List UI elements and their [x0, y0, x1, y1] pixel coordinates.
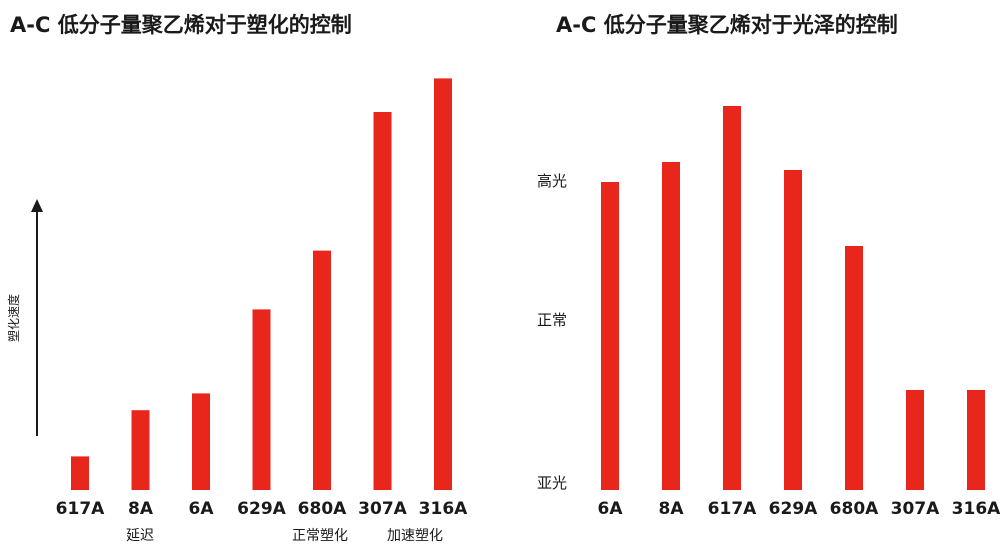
- annotation-delay: 延迟: [126, 528, 154, 544]
- tick-label-680A: 680A: [830, 499, 879, 519]
- bar-629A: [784, 170, 802, 490]
- bar-617A: [723, 106, 741, 490]
- annotation-accelerated-plasticization: 加速塑化: [387, 528, 443, 544]
- plasticization-bars: [71, 78, 452, 491]
- tick-label-316A: 316A: [952, 499, 1000, 519]
- bar-6A: [192, 393, 210, 490]
- gloss-bars: [601, 106, 985, 490]
- bar-8A: [662, 162, 680, 490]
- tick-label-307A: 307A: [358, 499, 407, 519]
- y-axis-arrow-head: [31, 199, 43, 212]
- gloss-chart-title: A-C 低分子量聚乙烯对于光泽的控制: [556, 13, 898, 37]
- bar-307A: [906, 390, 924, 490]
- bar-6A: [601, 182, 619, 490]
- tick-label-8A: 8A: [659, 499, 685, 519]
- plasticization-category-ticks: 617A 8A 6A 629A 680A 307A 316A: [56, 499, 468, 519]
- tick-label-316A: 316A: [419, 499, 468, 519]
- y-tick-normal-gloss: 正常: [537, 311, 567, 329]
- annotation-normal-plasticization: 正常塑化: [292, 528, 348, 544]
- gloss-category-ticks: 6A 8A 617A 629A 680A 307A 316A: [598, 499, 1000, 519]
- tick-label-6A: 6A: [189, 499, 215, 519]
- bar-629A: [252, 309, 271, 490]
- tick-label-680A: 680A: [298, 499, 347, 519]
- tick-label-6A: 6A: [598, 499, 624, 519]
- bar-8A: [131, 410, 150, 490]
- bar-617A: [71, 456, 89, 490]
- bar-680A: [845, 246, 863, 490]
- plasticization-chart-panel: A-C 低分子量聚乙烯对于塑化的控制 617A 8A 6A 629A 680A 307A 3…: [6, 13, 468, 544]
- tick-label-8A: 8A: [128, 499, 154, 519]
- bar-316A: [434, 78, 452, 491]
- gloss-chart-panel: A-C 低分子量聚乙烯对于光泽的控制 6A 8A 617A 629A 680A 307A 3…: [500, 0, 1000, 559]
- gloss-chart-plot: 6A 8A 617A 629A 680A 307A 316A 高光 正常 亚光: [537, 106, 1000, 519]
- bar-680A: [313, 250, 331, 490]
- plasticization-chart-title: A-C 低分子量聚乙烯对于塑化的控制: [10, 13, 352, 37]
- bar-307A: [373, 112, 392, 490]
- tick-label-629A: 629A: [769, 499, 818, 519]
- y-tick-matte: 亚光: [537, 474, 567, 492]
- y-axis-label: 塑化速度: [6, 294, 21, 342]
- y-tick-high-gloss: 高光: [537, 172, 567, 190]
- tick-label-617A: 617A: [56, 499, 105, 519]
- tick-label-629A: 629A: [237, 499, 286, 519]
- tick-label-617A: 617A: [708, 499, 757, 519]
- tick-label-307A: 307A: [891, 499, 940, 519]
- plasticization-chart-plot: 617A 8A 6A 629A 680A 307A 316A 塑化速度 延迟 正常塑化 加速…: [6, 78, 468, 544]
- bar-316A: [967, 390, 985, 490]
